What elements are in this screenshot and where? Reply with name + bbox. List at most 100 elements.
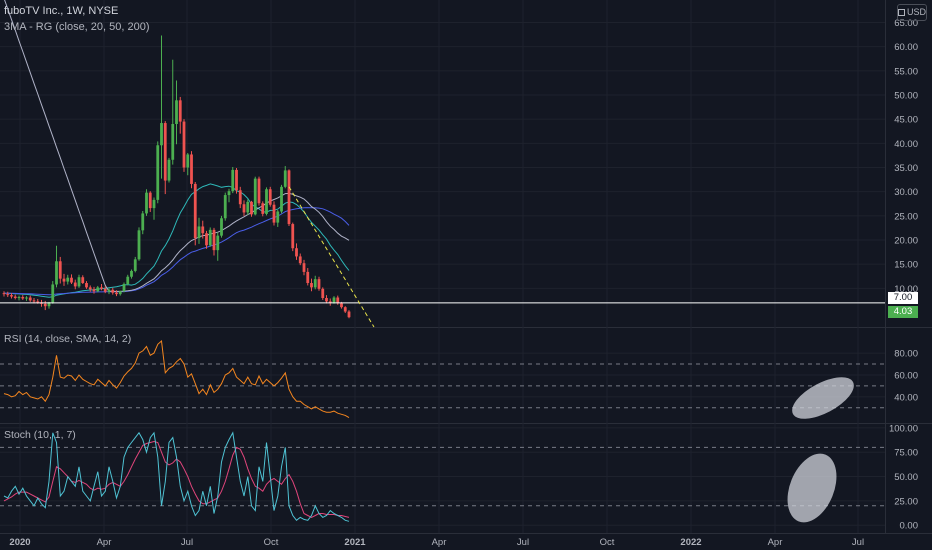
- price-axis-tick-label: 25.00: [894, 211, 918, 222]
- candle-body: [268, 189, 272, 205]
- candle-body: [152, 199, 156, 209]
- candle-body: [160, 123, 163, 146]
- time-axis-tick-label: Jul: [181, 537, 193, 548]
- time-axis-tick-label: Apr: [432, 537, 447, 548]
- stoch-k-line: [3, 431, 350, 522]
- candle-body: [47, 302, 51, 307]
- candle-body: [171, 124, 175, 160]
- price-axis-tick-label: 10.00: [894, 284, 918, 295]
- highlight-ellipse: [792, 377, 854, 419]
- candle-body: [276, 211, 280, 223]
- candle-body: [223, 195, 227, 219]
- candle-body: [28, 297, 32, 301]
- candle-body: [201, 226, 205, 234]
- price-axis-tick-label: 35.00: [894, 163, 918, 174]
- candle-body: [156, 145, 160, 200]
- candle-body: [103, 288, 107, 292]
- ma-indicator-label: 3MA - RG (close, 20, 50, 200): [4, 21, 150, 33]
- candle-body: [310, 283, 313, 288]
- symbol-title: fuboTV Inc., 1W, NYSE: [4, 5, 119, 17]
- candle-body: [130, 270, 133, 277]
- highlight-ellipse: [787, 453, 837, 523]
- candle-body: [261, 203, 265, 214]
- candle-body: [13, 296, 17, 298]
- candle-body: [208, 229, 212, 246]
- stoch-axis-tick-label: 75.00: [894, 448, 918, 459]
- candle-body: [231, 169, 235, 192]
- candle-body: [197, 226, 201, 239]
- time-axis-tick-label: Oct: [600, 537, 615, 548]
- currency-button[interactable]: USD: [897, 4, 927, 21]
- price-axis-tick-label: 20.00: [894, 236, 918, 247]
- candle-body: [212, 229, 216, 251]
- ma50-line: [4, 207, 350, 296]
- candle-body: [182, 121, 186, 168]
- candle-body: [17, 297, 21, 299]
- candle-body: [238, 190, 242, 205]
- price-axis-tick-label: 55.00: [894, 66, 918, 77]
- candle-body: [227, 191, 231, 196]
- candle-body: [122, 283, 126, 292]
- rsi-axis-tick-label: 80.00: [894, 349, 918, 360]
- candle-body: [343, 307, 347, 312]
- candle-body: [2, 293, 6, 295]
- candle-body: [287, 170, 291, 225]
- candle-body: [235, 169, 238, 191]
- candle-body: [70, 277, 73, 283]
- candle-body: [291, 224, 295, 249]
- candle-body: [246, 201, 250, 213]
- candle-body: [216, 235, 220, 251]
- candle-body: [205, 233, 208, 246]
- candle-body: [313, 279, 317, 288]
- stoch-pane-label: Stoch (10, 1, 7): [4, 429, 76, 441]
- candle-body: [148, 192, 152, 209]
- candle-body: [340, 303, 343, 308]
- candle-body: [257, 178, 261, 204]
- price-axis-tick-label: 40.00: [894, 139, 918, 150]
- candle-body: [6, 294, 10, 296]
- price-axis-tick-label: 65.00: [894, 18, 918, 29]
- candle-body: [328, 301, 332, 303]
- candle-body: [126, 276, 130, 284]
- currency-label: USD: [907, 7, 927, 17]
- lock-icon: [898, 9, 905, 17]
- candle-body: [145, 192, 148, 214]
- rsi-axis-tick-label: 60.00: [894, 370, 918, 381]
- stoch-axis-tick-label: 100.00: [889, 423, 918, 434]
- candle-body: [96, 287, 100, 292]
- candle-body: [272, 204, 276, 223]
- hline-price-tag: 7.00: [888, 292, 918, 304]
- candle-body: [141, 213, 145, 231]
- candle-body: [115, 292, 118, 295]
- price-axis-tick-label: 60.00: [894, 42, 918, 53]
- time-axis-tick-label: 2021: [344, 537, 366, 548]
- candle-body: [336, 297, 340, 304]
- candle-body: [317, 279, 321, 289]
- candle-body: [43, 303, 47, 307]
- rsi-line: [3, 339, 350, 419]
- stoch-axis-tick-label: 0.00: [900, 521, 919, 532]
- candle-body: [283, 170, 287, 187]
- candle-body: [332, 297, 336, 303]
- candle-body: [306, 271, 310, 284]
- candle-body: [302, 263, 306, 272]
- candle-body: [253, 178, 257, 215]
- candle-body: [81, 277, 85, 284]
- candle-body: [36, 301, 40, 303]
- candle-body: [295, 248, 298, 257]
- candle-body: [250, 201, 253, 215]
- candle-body: [163, 123, 167, 181]
- time-axis-tick-label: Oct: [264, 537, 279, 548]
- last-price-tag: 4.03: [888, 306, 918, 318]
- candle-body: [321, 288, 325, 298]
- time-axis-tick-label: Apr: [768, 537, 783, 548]
- candle-body: [85, 283, 88, 288]
- ma20-line: [3, 183, 350, 298]
- candle-body: [242, 204, 246, 213]
- candle-body: [167, 159, 171, 181]
- candle-body: [133, 259, 137, 271]
- candle-body: [10, 295, 13, 297]
- candle-body: [280, 186, 283, 212]
- candle-body: [73, 282, 77, 287]
